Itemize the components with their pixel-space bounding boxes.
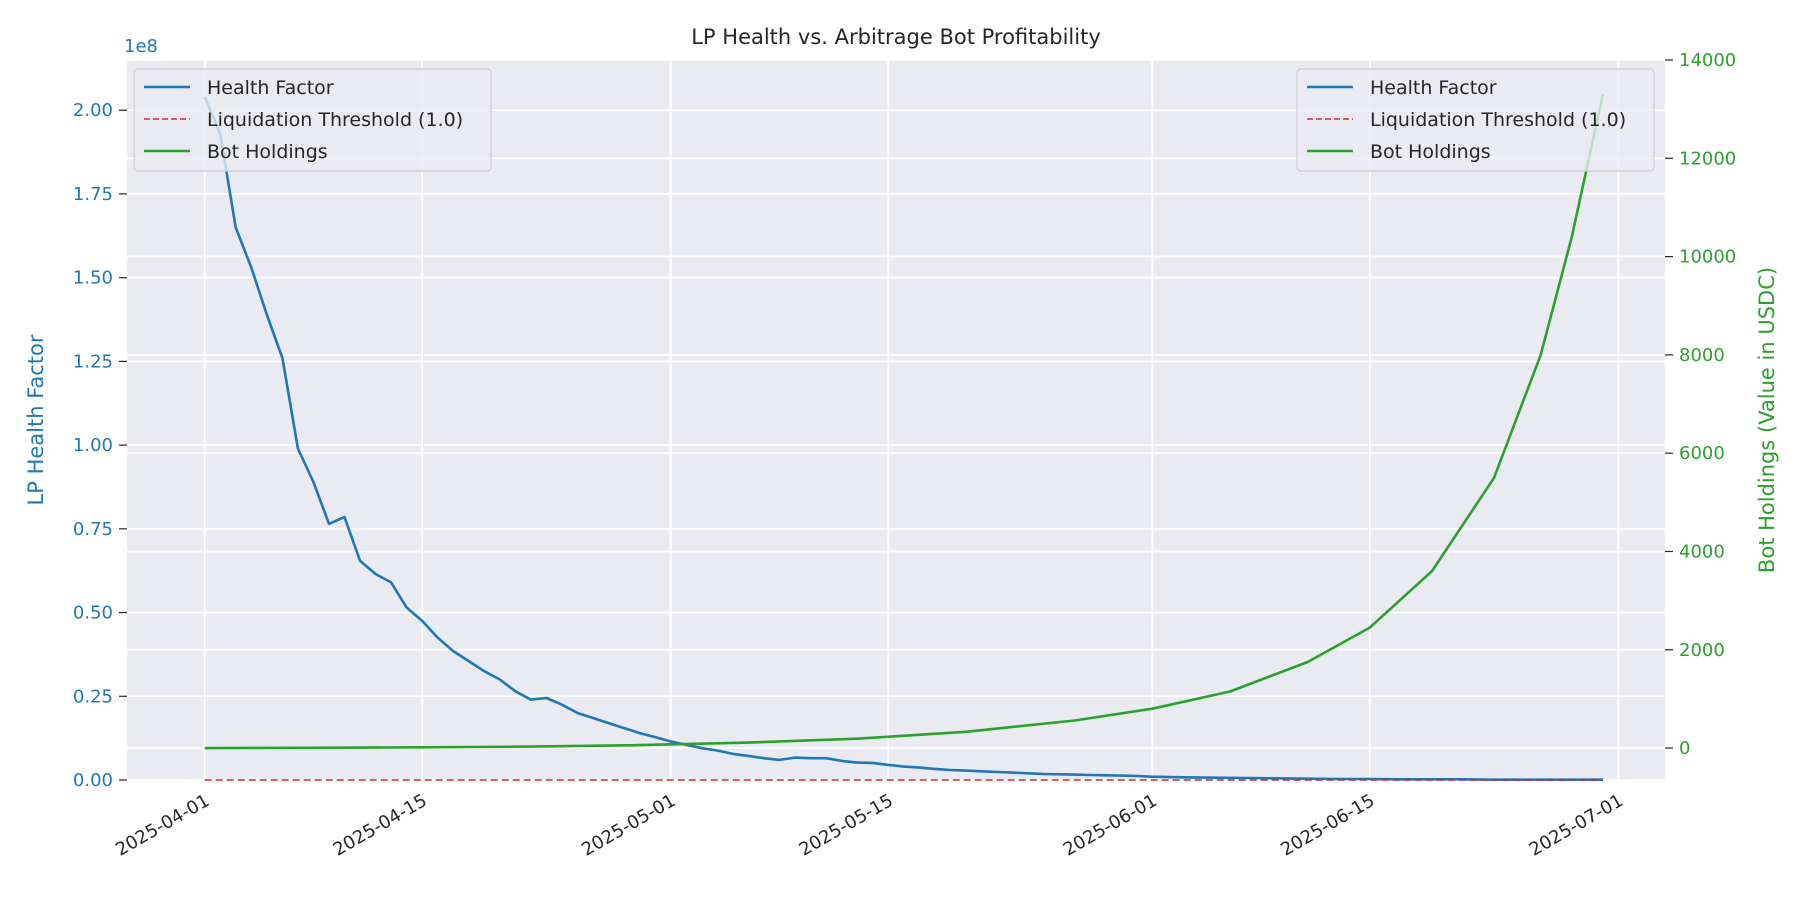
y-left-tick-label: 1.50 — [73, 268, 113, 289]
x-tick-label: 2025-06-01 — [1060, 790, 1161, 860]
legend-label: Liquidation Threshold (1.0) — [1370, 109, 1626, 131]
y-left-tick-label: 0.75 — [73, 519, 113, 540]
y-right-tick-label: 2000 — [1679, 640, 1725, 661]
y-right-tick-label: 12000 — [1679, 148, 1736, 169]
x-tick-label: 2025-07-01 — [1526, 790, 1627, 860]
x-tick-label: 2025-04-15 — [330, 790, 431, 860]
bot-holdings-line — [204, 94, 1605, 750]
legend-label: Bot Holdings — [207, 141, 328, 163]
legend-top-left: Health Factor Liquidation Threshold (1.0)… — [133, 68, 492, 172]
legend-box — [1296, 68, 1655, 172]
y-right-tick-label: 10000 — [1679, 247, 1736, 268]
chart-title: LP Health vs. Arbitrage Bot Profitabilit… — [691, 25, 1101, 49]
y-left-tick-label: 1.75 — [73, 184, 113, 205]
y-right-tick-label: 8000 — [1679, 345, 1725, 366]
left-axis-label: LP Health Factor — [24, 334, 48, 505]
y-right-tick-label: 14000 — [1679, 50, 1736, 71]
y-right-tick-label: 0 — [1679, 738, 1690, 759]
health-factor-line — [203, 96, 1603, 782]
y-right-tick-label: 6000 — [1679, 443, 1725, 464]
y-left-tick-label: 1.00 — [73, 435, 113, 456]
y-right-tick-label: 4000 — [1679, 541, 1725, 562]
y-left-tick-label: 0.50 — [73, 603, 113, 624]
x-tick-label: 2025-05-01 — [578, 790, 679, 860]
legend-top-right: Health Factor Liquidation Threshold (1.0)… — [1296, 68, 1655, 172]
legend-label: Bot Holdings — [1370, 141, 1491, 163]
y-left-tick-label: 0.00 — [73, 770, 113, 791]
y-left-tick-label: 0.25 — [73, 686, 113, 707]
grid-lines — [127, 59, 1665, 781]
left-axis-offset-text: 1e8 — [124, 36, 158, 57]
x-tick-label: 2025-04-01 — [112, 790, 213, 860]
legend-label: Health Factor — [207, 77, 334, 99]
legend-box — [133, 68, 492, 172]
series-layer — [203, 94, 1605, 782]
legend-label: Health Factor — [1370, 77, 1497, 99]
right-axis-label: Bot Holdings (Value in USDC) — [1755, 267, 1779, 573]
x-tick-label: 2025-06-15 — [1277, 790, 1378, 860]
x-tick-label: 2025-05-15 — [796, 790, 897, 860]
y-left-tick-label: 1.25 — [73, 351, 113, 372]
legend-label: Liquidation Threshold (1.0) — [207, 109, 463, 131]
plot-background — [127, 60, 1665, 780]
y-left-tick-label: 2.00 — [73, 100, 113, 121]
